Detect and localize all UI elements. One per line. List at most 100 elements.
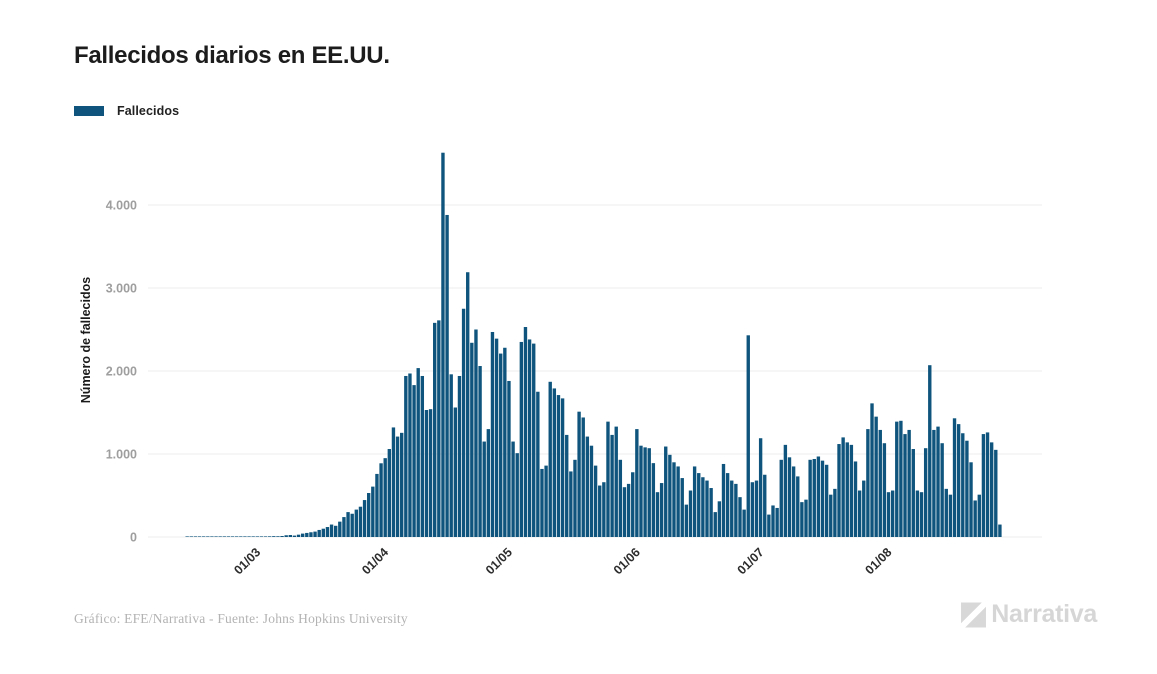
bar [800,502,804,537]
bar [907,429,911,537]
legend-swatch [74,106,104,116]
bar [857,490,862,537]
bar [845,442,849,537]
bar [395,436,400,537]
bar [197,536,202,537]
bar [614,426,618,537]
bar [251,536,255,537]
bar [738,497,742,537]
bar [886,492,891,537]
bar [317,529,321,537]
y-tick-label: 2.000 [106,365,137,379]
bar [478,366,482,537]
bar [424,410,429,537]
bar [305,532,309,537]
bar [915,490,920,537]
bar [334,525,338,537]
bar [267,536,272,537]
bar [532,343,536,537]
bar [853,461,858,537]
bar [292,535,297,537]
bar [338,521,342,537]
bar [664,446,668,537]
bar [193,536,198,537]
source-credit: Gráfico: EFE/Narrativa - Fuente: Johns H… [74,611,408,626]
bar [544,465,548,537]
bar [189,536,193,537]
bar [581,417,585,537]
bar [837,444,841,537]
x-tick-label: 01/03 [231,545,263,577]
narrativa-logo-icon [961,602,987,627]
bar [556,395,561,537]
bar [507,380,511,537]
y-tick-label: 3.000 [106,282,137,296]
bar [589,445,594,537]
bar [713,512,717,537]
bar [560,398,565,537]
bar [222,536,226,537]
bar [783,444,788,537]
bar [758,438,763,537]
bar [234,536,239,537]
bar [961,433,965,537]
bar [201,536,206,537]
bar [730,480,734,537]
bar [659,483,664,537]
bar [919,492,924,537]
bar [668,454,672,537]
narrativa-logo: Narrativa [960,600,1097,629]
bar [329,524,334,537]
bar [420,375,425,537]
x-tick-label: 01/05 [483,545,515,577]
bar [387,449,392,537]
bar [272,536,276,537]
bar [523,327,528,537]
bar [350,513,354,537]
bar [400,432,404,537]
bar [239,536,243,537]
legend-label: Fallecidos [117,104,180,118]
bar [622,487,627,537]
bar [643,447,647,537]
bar [519,341,524,537]
bar [870,403,874,537]
bar [890,490,895,537]
bar [651,463,656,537]
bar [816,456,821,537]
bar [725,473,730,537]
bar [185,536,189,537]
bar [527,339,532,537]
bar [742,509,746,537]
bar [895,421,899,537]
bar [841,437,845,537]
bar [734,483,738,537]
bar [441,152,445,537]
bar [536,391,540,537]
bar [626,483,631,537]
bar [428,409,433,537]
bar [771,505,775,537]
bar [482,441,486,537]
bar [804,499,808,537]
bar [940,443,944,537]
bar [754,480,759,537]
bar [214,536,218,537]
bar [391,427,396,537]
bar [796,476,800,537]
bar [820,460,825,537]
y-tick-label: 1.000 [106,448,137,462]
bar [379,463,383,537]
bar [573,459,577,537]
bar [358,506,363,537]
bar [672,462,676,537]
bar [437,320,441,537]
legend: Fallecidos [74,104,179,118]
bar [631,472,635,537]
bar [263,536,268,537]
bar [763,474,767,537]
bar [812,458,816,537]
bar [639,445,643,537]
bar [903,434,907,537]
